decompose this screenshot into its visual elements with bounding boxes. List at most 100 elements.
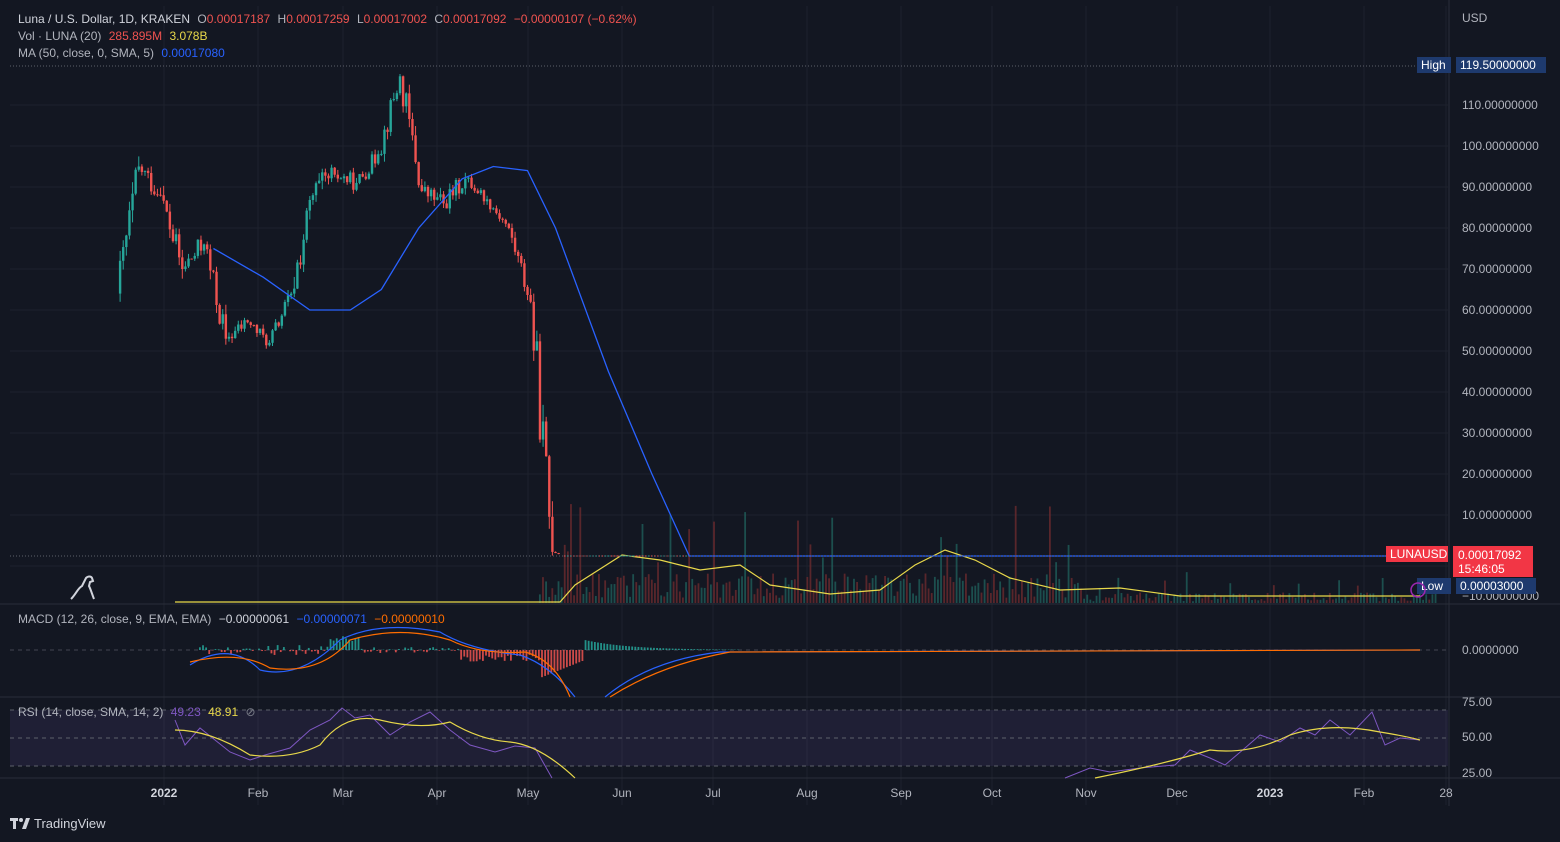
volume-bar [1055,562,1058,603]
macd-hist-bar [565,650,568,668]
volume-bar [933,576,936,603]
candle-body [165,200,168,212]
macd-hist-bar [497,650,500,658]
candle-body [548,456,551,517]
volume-bar [710,584,712,603]
candle-body [426,186,430,197]
volume-bar [570,504,572,603]
macd-hist-bar [360,648,363,650]
ohlc-h-label: H [277,12,287,26]
price-tick: 10.00000000 [1462,508,1532,522]
candle-body [243,320,246,329]
candle-body [227,336,231,339]
candle-body [364,176,367,179]
volume-bar [1216,598,1219,603]
volume-bar [697,583,700,603]
volume-bar [1120,592,1123,603]
time-tick: Aug [796,786,817,800]
candle-body [289,293,293,296]
volume-bar [846,576,849,603]
time-tick: Jun [612,786,631,800]
macd-hist-bar [559,650,562,670]
macd-signal-line [609,649,1421,698]
volume-bar [725,582,728,603]
rsi-band [10,710,1448,766]
macd-hist-bar [385,650,388,653]
macd-hist-bar [251,650,254,651]
volume-bar [669,514,672,603]
macd-hist-bar [398,648,400,650]
volume-bar [1185,572,1188,603]
macd-hist-bar [671,648,674,650]
candle-body [498,213,501,219]
volume-bar [1188,593,1191,603]
volume-bar [1198,593,1201,603]
macd-hist-bar [264,650,267,651]
volume-bar [1157,592,1160,603]
candle-body [507,223,511,228]
tradingview-logo-icon [10,817,30,829]
candle-body [237,324,240,331]
macd-hist-bar [494,650,497,660]
candle-body [510,228,514,238]
volume-bar [1117,577,1120,603]
candle-body [202,244,206,251]
candle-body [538,341,542,440]
candle-body [544,421,548,457]
macd-line [189,626,576,698]
candle-body [305,210,308,240]
candle-body [333,167,336,175]
volume-bar [1241,594,1244,603]
volume-bar [566,551,569,603]
volume-bar [1064,597,1067,603]
candle-body [258,328,262,333]
time-tick: Jul [705,786,720,800]
macd-hist-bar [600,643,602,650]
volume-bar [1213,593,1216,603]
macd-hist-bar [469,650,472,662]
visibility-icon[interactable]: ⊘ [245,705,256,719]
macd-hist-bar [478,650,481,660]
volume-bar [1164,580,1166,603]
last-symbol-badge-bg [1386,546,1448,562]
macd-hist-bar [416,650,419,651]
candle-body [601,555,604,557]
volume-bar [716,582,719,603]
candle-body [607,555,610,557]
volume-bar [781,595,784,603]
volume-bar [1419,593,1421,603]
volume-bar [828,578,830,603]
volume-bar [825,574,827,603]
time-tick: May [517,786,540,800]
macd-hist-bar [528,650,531,655]
price-tick: 50.00000000 [1462,344,1532,358]
candle-body [367,173,371,179]
volume-bar [1353,593,1356,603]
volume-bar [1238,593,1241,603]
volume-bar [1344,596,1347,603]
volume-bar [1260,599,1263,603]
ma-legend: MA (50, close, 0, SMA, 5) 0.00017080 [18,46,229,60]
volume-bar [946,555,949,603]
volume-bar [563,544,566,603]
price-tick: 30.00000000 [1462,426,1532,440]
macd-zero-tick: 0.0000000 [1462,643,1519,657]
volume-bar [772,573,775,603]
macd-hist-bar [693,649,696,650]
candle-body [125,235,128,248]
volume-bar [1039,588,1042,603]
volume-bar [1248,596,1250,603]
volume-bar [793,579,796,603]
volume-bar [1080,588,1082,603]
time-tick: 28 [1439,786,1453,800]
macd-hist-bar [236,650,239,653]
candle-body [523,263,526,287]
volume-bar [1332,599,1334,603]
candle-body [224,314,228,339]
last-symbol-badge: LUNAUSD [1390,547,1448,561]
macd-hist-bar [482,650,484,661]
volume-bar [1403,598,1406,603]
macd-hist-bar [282,647,285,650]
time-tick: Nov [1075,786,1096,800]
